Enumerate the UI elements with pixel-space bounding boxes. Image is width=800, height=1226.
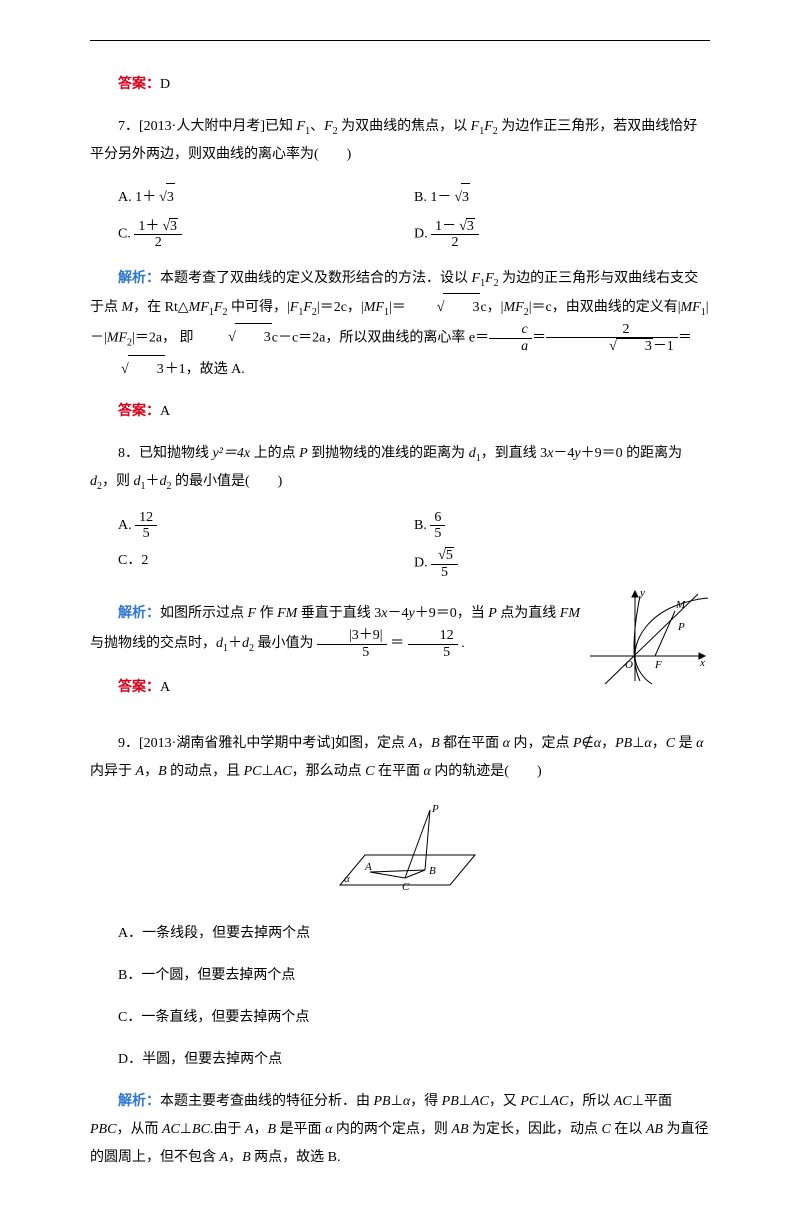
q7-choice-C: C. 1＋32: [118, 218, 414, 251]
sol8: 解析：如图所示过点 F 作 FM 垂直于直线 3x－4y＋9＝0，当 P 点为直…: [90, 600, 580, 660]
svg-text:P: P: [431, 803, 439, 815]
svg-text:F: F: [654, 659, 662, 671]
q8-choice-A: A. 125: [118, 510, 414, 542]
q7-f1: F: [297, 119, 306, 134]
q8-choice-B: B. 65: [414, 510, 710, 542]
ans8-label: 答案：: [118, 680, 160, 695]
ans8-val: A: [160, 680, 170, 695]
q8-choice-C: C．2: [118, 547, 414, 580]
q8-choices-row1: A. 125 B. 65: [118, 510, 710, 542]
answer-value: D: [160, 77, 170, 92]
sol7-label: 解析：: [118, 271, 160, 286]
sol8-row: 解析：如图所示过点 F 作 FM 垂直于直线 3x－4y＋9＝0，当 P 点为直…: [90, 586, 710, 716]
answer-6: 答案：D: [90, 71, 710, 99]
answer-label: 答案：: [118, 77, 160, 92]
svg-text:O: O: [625, 659, 633, 671]
ans7-label: 答案：: [118, 404, 160, 419]
answer-8: 答案：A: [90, 674, 580, 702]
svg-text:M: M: [675, 599, 686, 611]
q7-choice-A: A. 1＋3: [118, 183, 414, 212]
svg-text:C: C: [402, 881, 410, 893]
top-rule: [90, 40, 710, 41]
q8-stem: 8．已知抛物线 y²＝4x 上的点 P 到抛物线的准线的距离为 d1，到直线 3…: [90, 440, 710, 496]
svg-text:α: α: [344, 873, 350, 885]
q7-choice-B: B. 1－3: [414, 183, 710, 212]
sol9-label: 解析：: [118, 1094, 160, 1109]
svg-text:B: B: [429, 865, 436, 877]
q7-sep: 、: [310, 119, 324, 134]
plane-figure: P A B C α: [90, 800, 710, 906]
q7-m2: 为双曲线的焦点，以: [338, 119, 471, 134]
ans7-val: A: [160, 404, 170, 419]
q8-choices-row2: C．2 D. 55: [118, 547, 710, 580]
sol8-label: 解析：: [118, 606, 160, 621]
q9-text: 9．[2013·湖南省雅礼中学期中考试]如图，定点 A，B 都在平面 α 内，定…: [90, 736, 703, 779]
sol7: 解析：本题考查了双曲线的定义及数形结合的方法．设以 F1F2 为边的正三角形与双…: [90, 265, 710, 384]
q7-f2: F: [324, 119, 333, 134]
sol9: 解析：本题主要考查曲线的特征分析．由 PB⊥α，得 PB⊥AC，又 PC⊥AC，…: [90, 1088, 710, 1172]
svg-text:x: x: [699, 657, 705, 669]
svg-text:P: P: [677, 621, 685, 633]
q7-choices-row1: A. 1＋3 B. 1－3: [118, 183, 710, 212]
answer-7: 答案：A: [90, 398, 710, 426]
q8-choice-D: D. 55: [414, 547, 710, 580]
svg-text:A: A: [364, 861, 372, 873]
q9-choice-C: C．一条直线，但要去掉两个点: [90, 1004, 710, 1032]
q7-f1f2: F: [471, 119, 480, 134]
q7-prefix: 7．[2013·人大附中月考]已知: [118, 119, 297, 134]
q9-choice-B: B．一个圆，但要去掉两个点: [90, 962, 710, 990]
q9-choice-D: D．半圆，但要去掉两个点: [90, 1046, 710, 1074]
svg-text:y: y: [639, 587, 645, 599]
q7-choice-D: D. 1－32: [414, 218, 710, 251]
q9-choice-A: A．一条线段，但要去掉两个点: [90, 920, 710, 948]
q7-stem: 7．[2013·人大附中月考]已知 F1、F2 为双曲线的焦点，以 F1F2 为…: [90, 113, 710, 169]
q9-stem: 9．[2013·湖南省雅礼中学期中考试]如图，定点 A，B 都在平面 α 内，定…: [90, 730, 710, 786]
q7-choices-row2: C. 1＋32 D. 1－32: [118, 218, 710, 251]
parabola-figure: x y O F M P: [580, 586, 710, 697]
sol9-text: 本题主要考查曲线的特征分析．由 PB⊥α，得 PB⊥AC，又 PC⊥AC，所以 …: [90, 1094, 708, 1165]
